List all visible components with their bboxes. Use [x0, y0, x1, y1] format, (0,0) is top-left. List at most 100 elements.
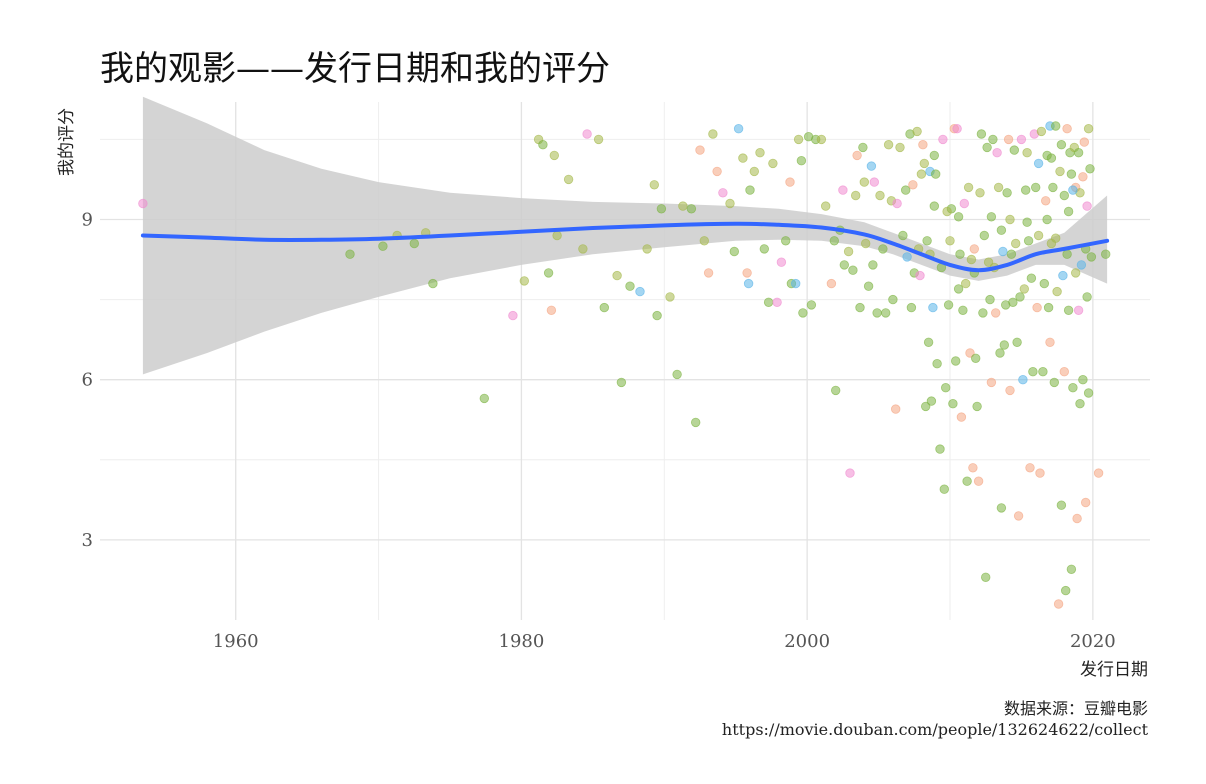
data-point	[902, 252, 912, 262]
data-point	[953, 284, 964, 294]
data-point	[763, 297, 774, 308]
data-point	[612, 270, 622, 281]
data-point	[872, 308, 882, 318]
data-point	[1063, 305, 1074, 316]
data-point	[776, 257, 787, 267]
x-tick-label: 2020	[1070, 631, 1116, 652]
data-point	[703, 268, 714, 278]
data-point	[665, 292, 675, 302]
data-point	[791, 278, 801, 289]
data-point	[875, 190, 885, 201]
points-layer	[138, 121, 1111, 609]
data-point	[635, 286, 645, 297]
data-point	[941, 383, 951, 393]
data-point	[969, 244, 980, 254]
data-point	[821, 201, 831, 211]
data-point	[922, 236, 932, 246]
data-point	[852, 150, 862, 161]
data-point	[1068, 383, 1078, 393]
data-point	[855, 302, 865, 313]
data-point	[738, 153, 748, 163]
data-point	[1073, 147, 1084, 158]
data-point	[971, 353, 981, 364]
data-point	[798, 308, 808, 318]
data-point	[1050, 233, 1061, 243]
data-point	[1025, 463, 1035, 473]
data-point	[1040, 196, 1051, 206]
data-point	[945, 236, 955, 246]
y-tick-label: 3	[82, 530, 93, 551]
data-point	[1008, 297, 1018, 308]
data-point	[1082, 292, 1092, 302]
data-point	[993, 182, 1004, 193]
data-point	[755, 147, 765, 158]
data-point	[1085, 164, 1095, 174]
data-point	[863, 281, 874, 291]
data-point	[733, 123, 744, 134]
data-point	[1045, 337, 1055, 348]
data-point	[996, 225, 1007, 235]
data-point	[409, 238, 420, 249]
confidence-band	[142, 96, 1108, 375]
data-point	[976, 129, 987, 139]
data-point	[881, 308, 891, 318]
caption-source: 数据来源：豆瓣电影	[1004, 699, 1148, 718]
data-point	[1042, 214, 1052, 225]
y-tick-label: 6	[82, 370, 93, 391]
data-point	[1070, 268, 1081, 278]
data-point	[745, 185, 755, 195]
data-point	[138, 198, 148, 209]
data-point	[979, 230, 990, 241]
data-point	[1082, 201, 1092, 211]
data-point	[695, 145, 705, 155]
data-point	[839, 260, 850, 270]
data-point	[912, 126, 922, 137]
data-point	[1076, 260, 1087, 270]
data-point	[888, 294, 898, 305]
data-point	[962, 476, 972, 486]
data-point	[999, 340, 1010, 350]
data-point	[1052, 286, 1062, 297]
data-point	[616, 377, 627, 388]
data-point	[1066, 169, 1077, 179]
data-point	[686, 204, 697, 214]
data-point	[582, 129, 592, 139]
data-point	[965, 348, 975, 358]
data-point	[538, 139, 548, 150]
data-point	[978, 308, 988, 318]
data-point	[943, 300, 954, 310]
data-point	[1006, 249, 1017, 259]
data-point	[768, 158, 778, 169]
data-point	[708, 129, 718, 139]
smooth-line-layer	[140, 221, 1110, 273]
y-tick-label: 9	[82, 209, 93, 230]
data-point	[972, 401, 982, 412]
data-point	[928, 302, 938, 313]
data-point	[1009, 145, 1020, 155]
data-point	[838, 185, 848, 195]
data-point	[1012, 337, 1022, 348]
data-point	[1060, 585, 1071, 596]
data-point	[599, 302, 610, 313]
data-point	[891, 404, 901, 414]
data-point	[848, 265, 858, 275]
data-point	[678, 201, 688, 211]
data-point	[923, 337, 934, 348]
data-point	[959, 198, 970, 209]
data-point	[985, 294, 995, 305]
data-point	[712, 166, 722, 177]
data-point	[1022, 147, 1032, 158]
data-point	[988, 134, 998, 145]
data-point	[1002, 188, 1012, 198]
data-point	[843, 246, 854, 257]
data-point	[998, 246, 1008, 257]
data-point	[796, 155, 807, 166]
data-point	[652, 310, 662, 321]
data-point	[895, 142, 905, 153]
data-point	[908, 180, 918, 190]
data-point	[543, 268, 554, 278]
data-point	[981, 572, 991, 583]
x-tick-label: 1960	[213, 631, 259, 652]
data-point	[938, 134, 948, 145]
data-point	[866, 161, 877, 171]
